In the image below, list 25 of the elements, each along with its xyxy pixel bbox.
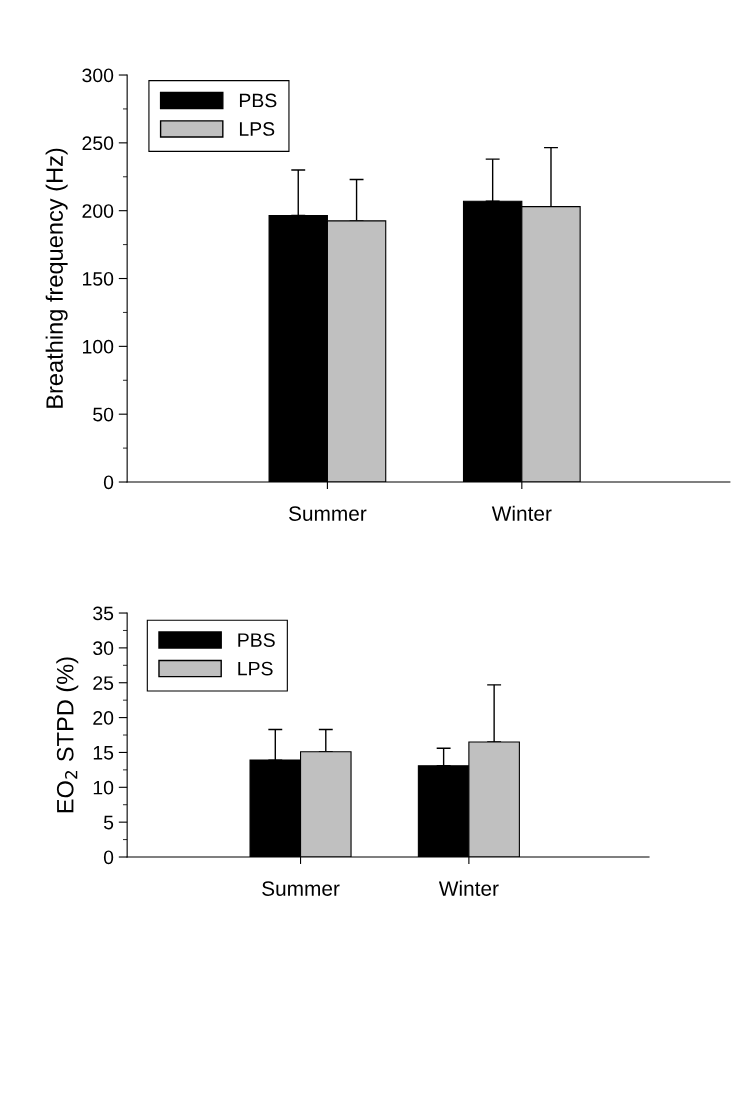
y-tick-label: 20: [93, 711, 114, 725]
y-tick-label: 25: [93, 676, 114, 690]
y-tick-label: 200: [82, 204, 114, 218]
x-tick-label: Winter: [438, 880, 499, 896]
legend-label: LPS: [238, 661, 273, 676]
y-tick-label: 0: [103, 475, 114, 490]
legend-label: PBS: [239, 93, 277, 108]
legend-label: LPS: [239, 122, 275, 136]
y-axis-title: EO$_{2}$ STPD (%): [56, 657, 79, 813]
y-tick-label: 150: [83, 271, 114, 286]
y-tick-label: 35: [93, 606, 114, 621]
y-tick-label: 10: [93, 780, 114, 795]
x-tick-label: Summer: [289, 506, 367, 521]
y-tick-label: 0: [103, 850, 114, 865]
y-tick-label: 300: [82, 68, 114, 83]
legend-label: PBS: [238, 633, 275, 647]
y-tick-label: 250: [82, 136, 114, 151]
y-tick-label: 100: [83, 339, 114, 354]
x-tick-label: Winter: [491, 505, 552, 521]
y-axis-title: Breathing frequency (Hz): [45, 148, 68, 408]
y-tick-label: 30: [93, 641, 114, 656]
x-tick-label: Summer: [262, 881, 340, 896]
y-tick-label: 50: [93, 407, 114, 422]
y-tick-label: 5: [103, 815, 114, 830]
y-tick-label: 15: [93, 746, 114, 760]
